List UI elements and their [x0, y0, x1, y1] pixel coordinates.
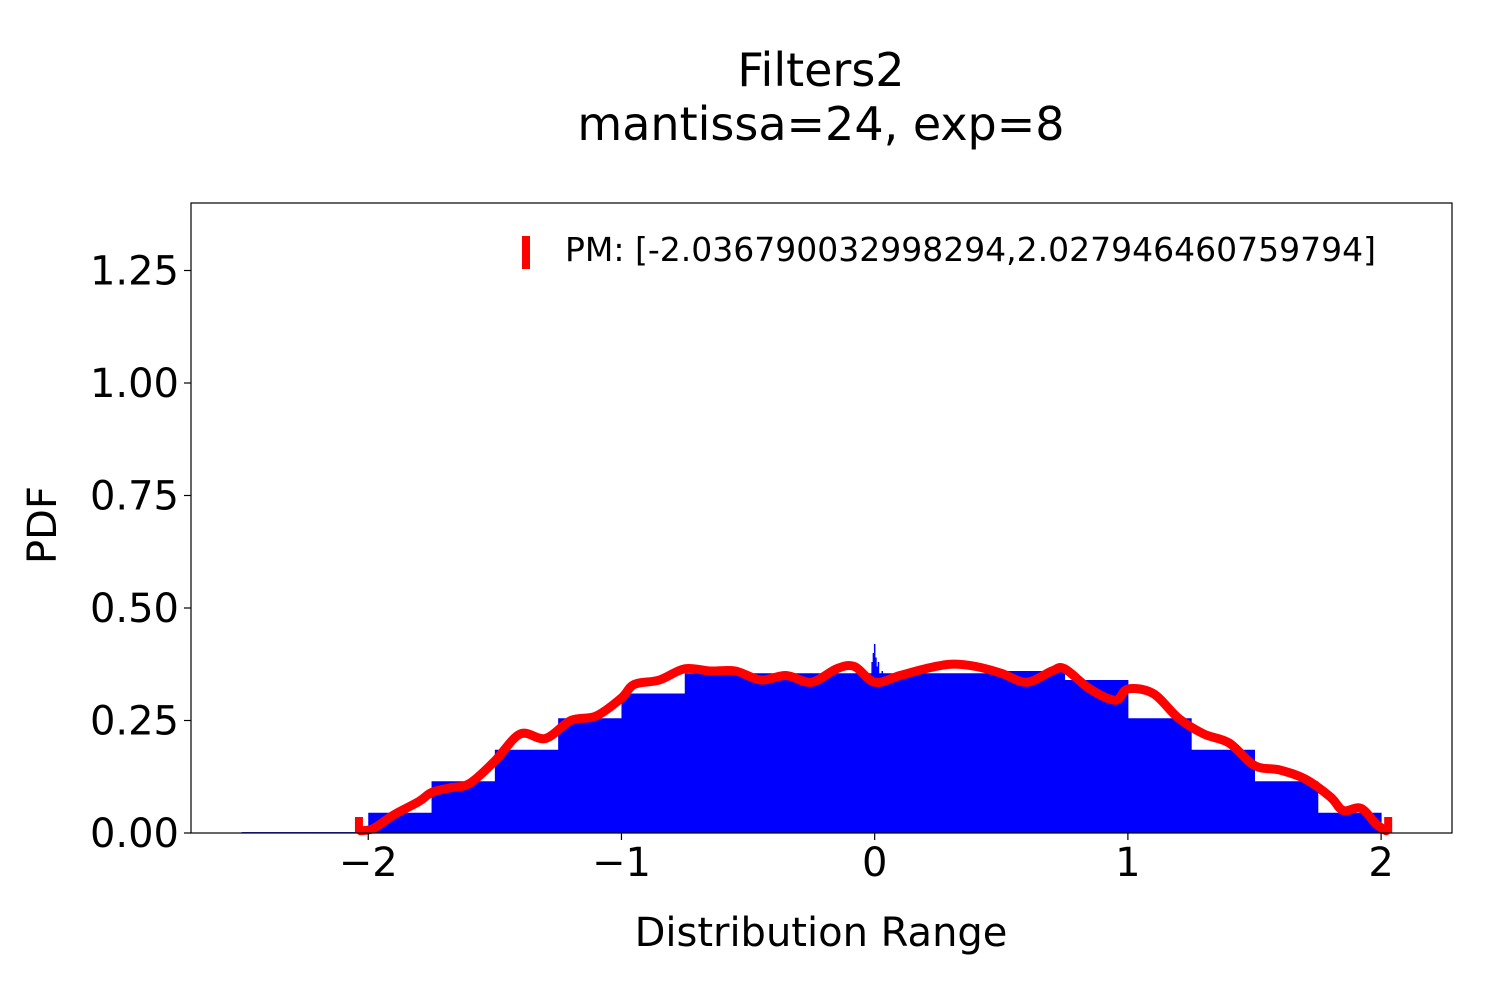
x-tick-label: −1: [592, 840, 651, 886]
histogram-bar: [494, 749, 559, 833]
histogram-bar: [937, 673, 1002, 833]
range-marker: [354, 817, 363, 833]
histogram-bar: [874, 673, 939, 833]
histogram-bar: [1064, 680, 1129, 833]
range-markers: [354, 817, 1393, 833]
chart-title: Filters2: [737, 43, 904, 97]
chart-subtitle: mantissa=24, exp=8: [577, 97, 1064, 151]
histogram-bar: [811, 673, 876, 833]
y-axis-ticks: 0.00 0.25 0.50 0.75 1.00 1.25: [90, 249, 191, 857]
histogram-bar: [1001, 671, 1066, 833]
histogram-spike: [872, 653, 875, 833]
y-tick-label: 1.25: [90, 249, 179, 295]
histogram-spike: [873, 644, 876, 833]
histogram-bar: [1254, 781, 1319, 833]
x-axis-label: Distribution Range: [635, 910, 1008, 956]
legend-swatch: [522, 236, 530, 269]
y-axis-label: PDF: [20, 486, 66, 564]
legend: PM: [-2.036790032998294,2.02794646075979…: [522, 230, 1376, 269]
histogram-bars: [241, 671, 1382, 833]
histogram-bar: [558, 718, 622, 833]
histogram-spike: [871, 662, 873, 833]
histogram-spike: [881, 671, 884, 833]
histogram-spikes: [871, 644, 884, 833]
plot-frame: [190, 202, 1453, 834]
y-tick-label: 0.25: [90, 699, 179, 745]
range-marker: [1384, 817, 1393, 833]
x-tick-label: −2: [339, 840, 398, 886]
histogram-bar: [684, 673, 749, 833]
x-tick-label: 0: [862, 840, 887, 886]
histogram-bar: [748, 673, 812, 833]
x-tick-label: 1: [1115, 840, 1140, 886]
density-curve: [356, 659, 1391, 836]
histogram-spike: [876, 666, 878, 833]
y-tick-label: 0.50: [90, 586, 179, 632]
x-tick-label: 2: [1368, 840, 1393, 886]
histogram-bar: [621, 693, 686, 833]
plot-area: [241, 644, 1393, 836]
histogram-spike: [875, 657, 877, 833]
legend-label: PM: [-2.036790032998294,2.02794646075979…: [565, 230, 1376, 269]
histogram-spike: [877, 662, 880, 833]
y-tick-label: 0.75: [90, 474, 179, 520]
y-tick-label: 0.00: [90, 811, 179, 857]
histogram-bar: [1191, 749, 1255, 833]
y-tick-label: 1.00: [90, 361, 179, 407]
histogram-bar: [1127, 718, 1192, 833]
x-axis-ticks: −2 −1 0 1 2: [339, 833, 1394, 886]
